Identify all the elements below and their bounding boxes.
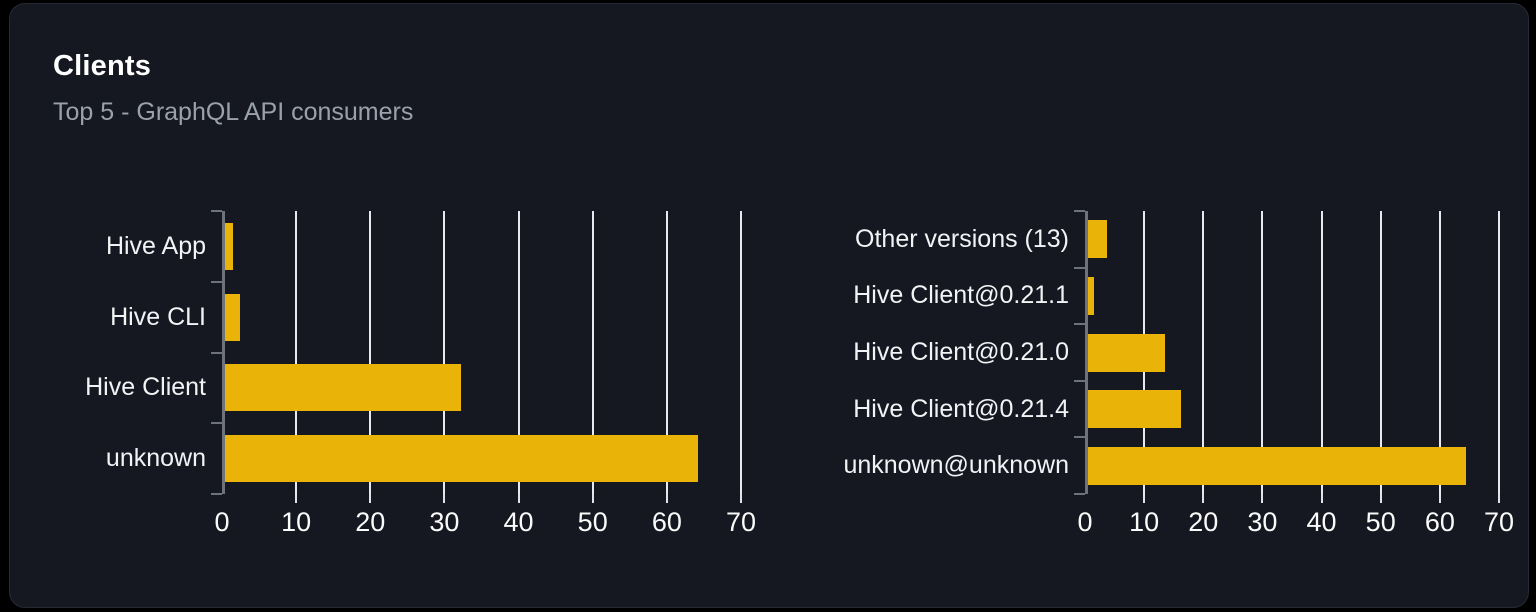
value-axis-tick-label: 40 [1306,507,1337,537]
value-axis-tick-label: 20 [1188,507,1219,537]
clients-by-name-chart: Hive App Hive CLI Hive Client unknown 0 10 20 3… [85,210,756,537]
bar [1088,390,1181,428]
category-label: Hive Client@0.21.4 [853,394,1069,423]
bar [1088,277,1094,315]
category-axis-tick [211,422,222,424]
value-axis-tick [1320,494,1323,503]
value-axis-tick-label: 10 [281,507,312,537]
category-axis-tick [1074,436,1085,438]
value-axis-tick-label: 40 [503,507,534,537]
category-label: Hive App [105,231,206,260]
category-axis-tick [1074,493,1085,495]
category-axis-tick [211,281,222,283]
category-axis-tick [211,352,222,354]
bar [225,223,233,270]
value-axis-tick-label: 30 [1247,507,1278,537]
value-axis-tick [369,494,372,503]
value-axis-tick [591,494,594,503]
value-axis-tick-label: 20 [355,507,386,537]
value-axis-tick-label: 70 [1483,507,1515,537]
value-axis-tick-label: 50 [577,507,608,537]
value-axis-tick [740,494,742,503]
category-axis-tick [1074,380,1085,382]
category-label: Hive Client@0.21.0 [853,337,1069,366]
value-axis-tick-label: 10 [1129,507,1160,537]
value-axis-tick-label: 60 [1424,507,1455,537]
category-axis-tick [211,210,222,212]
card-title: Clients [53,50,152,82]
value-axis-tick [1261,494,1264,503]
value-axis-tick-label: 30 [429,507,460,537]
bar [1088,220,1107,258]
category-axis-tick [1074,267,1085,269]
value-axis-tick-label: 0 [1077,507,1093,537]
value-axis-tick [1379,494,1382,503]
gridline [740,211,742,494]
category-label: Hive Client@0.21.1 [853,281,1069,310]
gridline [1438,211,1441,494]
category-label: Hive Client [85,373,206,402]
category-axis-tick [211,493,222,495]
bar [1088,447,1466,485]
clients-by-version-chart: Other versions (13) Hive Client@0.21.1 Hiv… [843,210,1514,537]
category-axis-tick [1074,210,1085,212]
value-axis-tick-label: 60 [651,507,682,537]
gridline [665,211,668,494]
category-label: Other versions (13) [855,224,1069,253]
gridline [295,211,298,494]
value-axis-tick-label: 0 [214,507,230,537]
value-axis-tick [1202,494,1205,503]
value-axis-tick [517,494,520,503]
value-axis-tick [295,494,298,503]
gridline [1261,211,1264,494]
gridline [517,211,520,494]
clients-card: Clients Top 5 - GraphQL API consumers Hi… [9,3,1529,608]
value-axis-tick [1438,494,1441,503]
bar [225,435,698,482]
value-axis-tick [1498,494,1500,503]
gridline [443,211,446,494]
category-label: Hive CLI [110,302,206,331]
value-axis-tick-label: 50 [1365,507,1396,537]
category-axis-line [1085,211,1088,494]
category-label: unknown [105,444,206,473]
bar [1088,334,1165,372]
value-axis-tick [665,494,668,503]
bar [225,294,240,341]
bar [225,364,461,411]
gridline [1379,211,1382,494]
category-axis-tick [1074,323,1085,325]
value-axis-tick-label: 70 [725,507,757,537]
value-axis-tick [443,494,446,503]
category-axis-line [222,211,225,494]
card-subtitle: Top 5 - GraphQL API consumers [53,98,414,126]
plot-area: Other versions (13) Hive Client@0.21.1 Hiv… [843,210,1514,537]
gridline [1202,211,1205,494]
plot-area: Hive App Hive CLI Hive Client unknown 0 10 20 3… [85,210,756,537]
gridline [369,211,372,494]
gridline [1320,211,1323,494]
gridline [591,211,594,494]
gridline [1498,211,1500,494]
value-axis-tick [1143,494,1146,503]
category-label: unknown@unknown [843,451,1069,480]
